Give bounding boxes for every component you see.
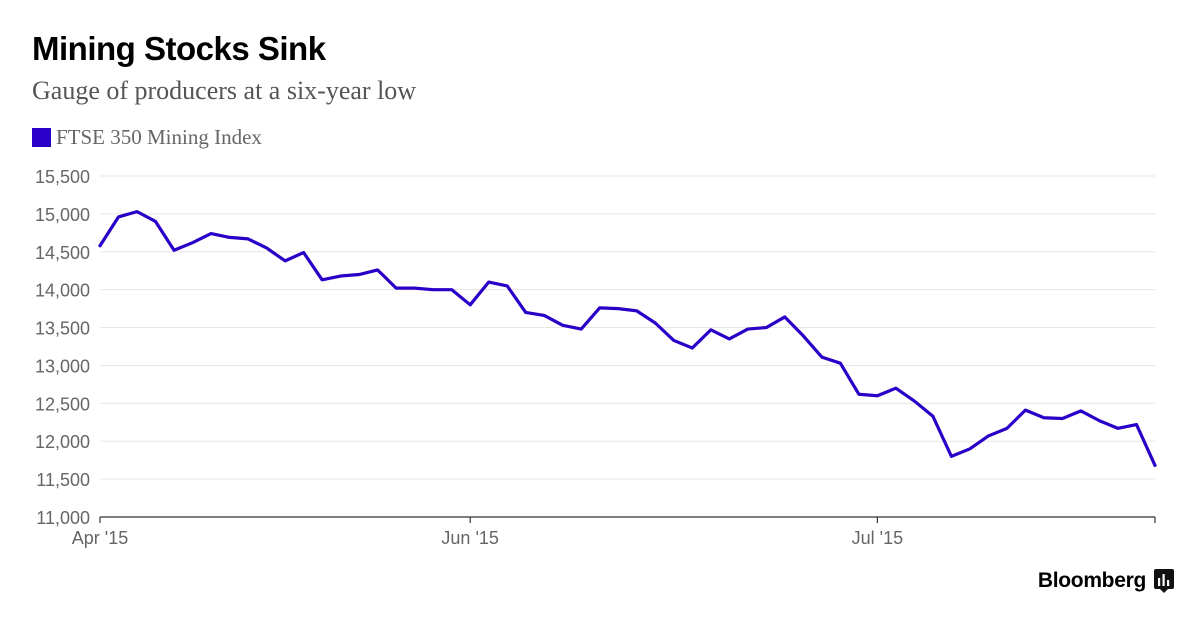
- y-tick-label: 14,500: [35, 243, 90, 263]
- y-tick-label: 15,500: [35, 167, 90, 187]
- brand-name: Bloomberg: [1037, 569, 1146, 592]
- legend-swatch: [32, 127, 51, 147]
- y-tick-label: 12,000: [35, 432, 90, 452]
- y-tick-label: 11,500: [36, 470, 90, 490]
- legend: FTSE 350 Mining Index: [32, 125, 262, 149]
- y-tick-label: 11,000: [36, 508, 90, 528]
- bloomberg-brand: Bloomberg: [1038, 569, 1174, 593]
- x-tick-label: Apr '15: [72, 528, 128, 548]
- x-tick-label: Jul '15: [852, 528, 903, 548]
- chart-subtitle: Gauge of producers at a six-year low: [32, 76, 417, 105]
- axis-layer: 11,000 11,500 12,000 12,500 13,000 13,500 14,0…: [35, 167, 1156, 548]
- chart-title: Mining Stocks Sink: [32, 30, 326, 67]
- x-tick-label: Jun '15: [441, 528, 498, 548]
- legend-label: FTSE 350 Mining Index: [56, 124, 262, 149]
- y-tick-label: 13,500: [35, 319, 90, 339]
- y-tick-label: 15,000: [35, 205, 90, 225]
- y-tick-label: 12,500: [35, 394, 90, 414]
- series-line-ftse-350-mining-index: [98, 210, 1157, 468]
- series-layer: [98, 210, 1157, 468]
- y-tick-label: 14,000: [35, 281, 90, 301]
- y-tick-label: 13,000: [35, 356, 90, 376]
- bloomberg-logo-icon: [1154, 569, 1174, 593]
